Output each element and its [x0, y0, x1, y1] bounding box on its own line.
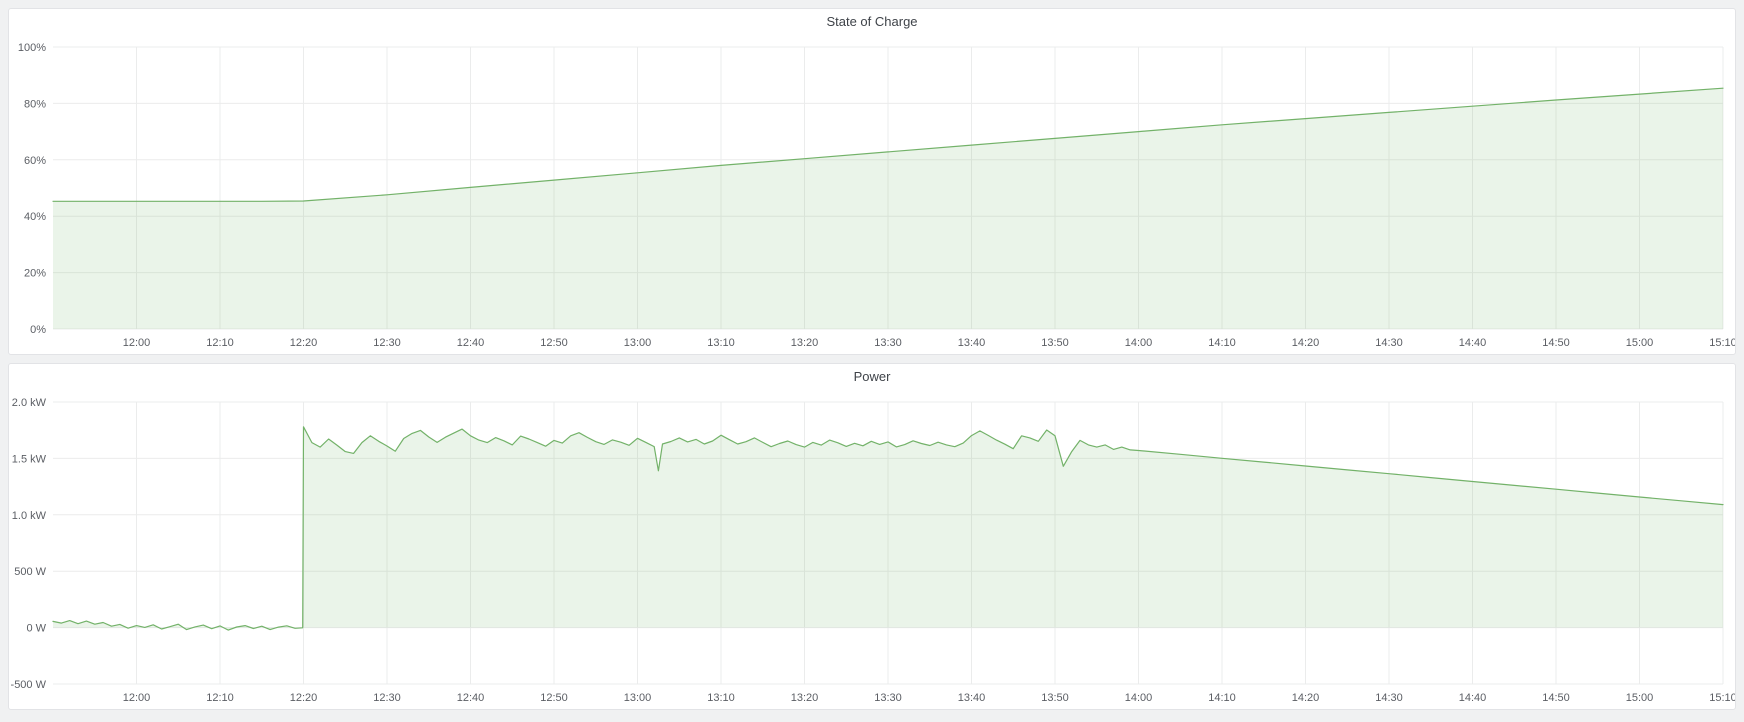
x-axis-tick-label: 12:30	[373, 692, 401, 704]
series-area-fill	[53, 88, 1723, 329]
x-axis-tick-label: 12:10	[206, 692, 234, 704]
x-axis-tick-label: 13:00	[624, 337, 652, 349]
y-axis-tick-label: 40%	[24, 211, 46, 223]
panel-power: Power -500 W 0 W 500 W 1.0 kW 1.5 kW 2.0 kW 12…	[8, 363, 1736, 710]
y-axis-tick-label: 60%	[24, 155, 46, 167]
x-axis-tick-label: 14:50	[1542, 692, 1570, 704]
x-axis-tick-label: 13:40	[958, 692, 986, 704]
state-of-charge-chart[interactable]: 0% 20% 40% 60% 80% 100% 12:00 12:10 12:20 12:30 12…	[9, 35, 1735, 354]
x-axis-tick-label: 13:20	[791, 692, 819, 704]
x-axis-tick-label: 12:30	[373, 337, 401, 349]
x-axis-tick-label: 12:50	[540, 337, 568, 349]
x-axis-tick-label: 13:00	[624, 692, 652, 704]
x-axis-tick-label: 14:20	[1292, 692, 1320, 704]
x-axis-tick-label: 12:40	[457, 337, 485, 349]
x-axis-tick-label: 14:00	[1125, 692, 1153, 704]
power-chart-area: -500 W 0 W 500 W 1.0 kW 1.5 kW 2.0 kW 12:00 12:…	[9, 390, 1735, 709]
panel-state-of-charge: State of Charge 0% 20% 40% 60% 80% 100% 12:00 1…	[8, 8, 1736, 355]
x-axis-tick-label: 12:50	[540, 692, 568, 704]
x-axis-tick-label: 15:10	[1709, 692, 1735, 704]
x-axis-tick-label: 13:40	[958, 337, 986, 349]
x-axis-tick-label: 13:50	[1041, 692, 1069, 704]
x-axis-tick-label: 14:30	[1375, 337, 1403, 349]
x-axis-tick-label: 13:30	[874, 692, 902, 704]
x-axis-tick-label: 14:00	[1125, 337, 1153, 349]
panel-title-state-of-charge[interactable]: State of Charge	[826, 14, 918, 29]
x-axis-tick-label: 13:30	[874, 337, 902, 349]
x-axis-tick-label: 13:50	[1041, 337, 1069, 349]
x-axis-tick-label: 14:40	[1459, 692, 1487, 704]
y-axis-tick-label: 500 W	[14, 566, 46, 578]
series-line	[52, 87, 1724, 202]
y-axis-tick-label: 1.5 kW	[12, 453, 47, 465]
series-area-fill	[53, 426, 1723, 631]
x-axis-tick-label: 14:30	[1375, 692, 1403, 704]
y-axis-tick-label: -500 W	[11, 679, 47, 691]
x-axis-tick-label: 12:20	[290, 337, 318, 349]
panel-title-power[interactable]: Power	[853, 369, 891, 384]
x-axis-tick-label: 12:20	[290, 692, 318, 704]
y-axis-tick-label: 2.0 kW	[12, 397, 47, 409]
y-axis-tick-label: 100%	[18, 42, 46, 54]
x-axis-tick-label: 14:10	[1208, 337, 1236, 349]
power-chart[interactable]: -500 W 0 W 500 W 1.0 kW 1.5 kW 2.0 kW 12:00 12:…	[9, 390, 1735, 709]
x-axis-tick-label: 14:40	[1459, 337, 1487, 349]
x-axis-tick-label: 12:00	[123, 337, 151, 349]
x-axis-tick-label: 13:10	[707, 692, 735, 704]
x-axis-tick-label: 14:10	[1208, 692, 1236, 704]
x-axis-tick-label: 12:40	[457, 692, 485, 704]
x-axis-tick-label: 13:10	[707, 337, 735, 349]
x-axis-tick-label: 12:10	[206, 337, 234, 349]
y-axis-tick-label: 0 W	[26, 623, 46, 635]
x-axis-tick-label: 13:20	[791, 337, 819, 349]
x-axis-tick-label: 14:50	[1542, 337, 1570, 349]
y-axis-tick-label: 20%	[24, 268, 46, 280]
y-axis-tick-label: 0%	[30, 324, 46, 336]
x-axis-tick-label: 15:00	[1626, 337, 1654, 349]
x-axis-tick-label: 12:00	[123, 692, 151, 704]
series-line	[52, 426, 1724, 631]
y-axis-tick-label: 80%	[24, 98, 46, 110]
state-of-charge-chart-area: 0% 20% 40% 60% 80% 100% 12:00 12:10 12:20 12:30 12…	[9, 35, 1735, 354]
x-axis-tick-label: 14:20	[1292, 337, 1320, 349]
y-axis-tick-label: 1.0 kW	[12, 510, 47, 522]
x-axis-tick-label: 15:00	[1626, 692, 1654, 704]
x-axis-tick-label: 15:10	[1709, 337, 1735, 349]
